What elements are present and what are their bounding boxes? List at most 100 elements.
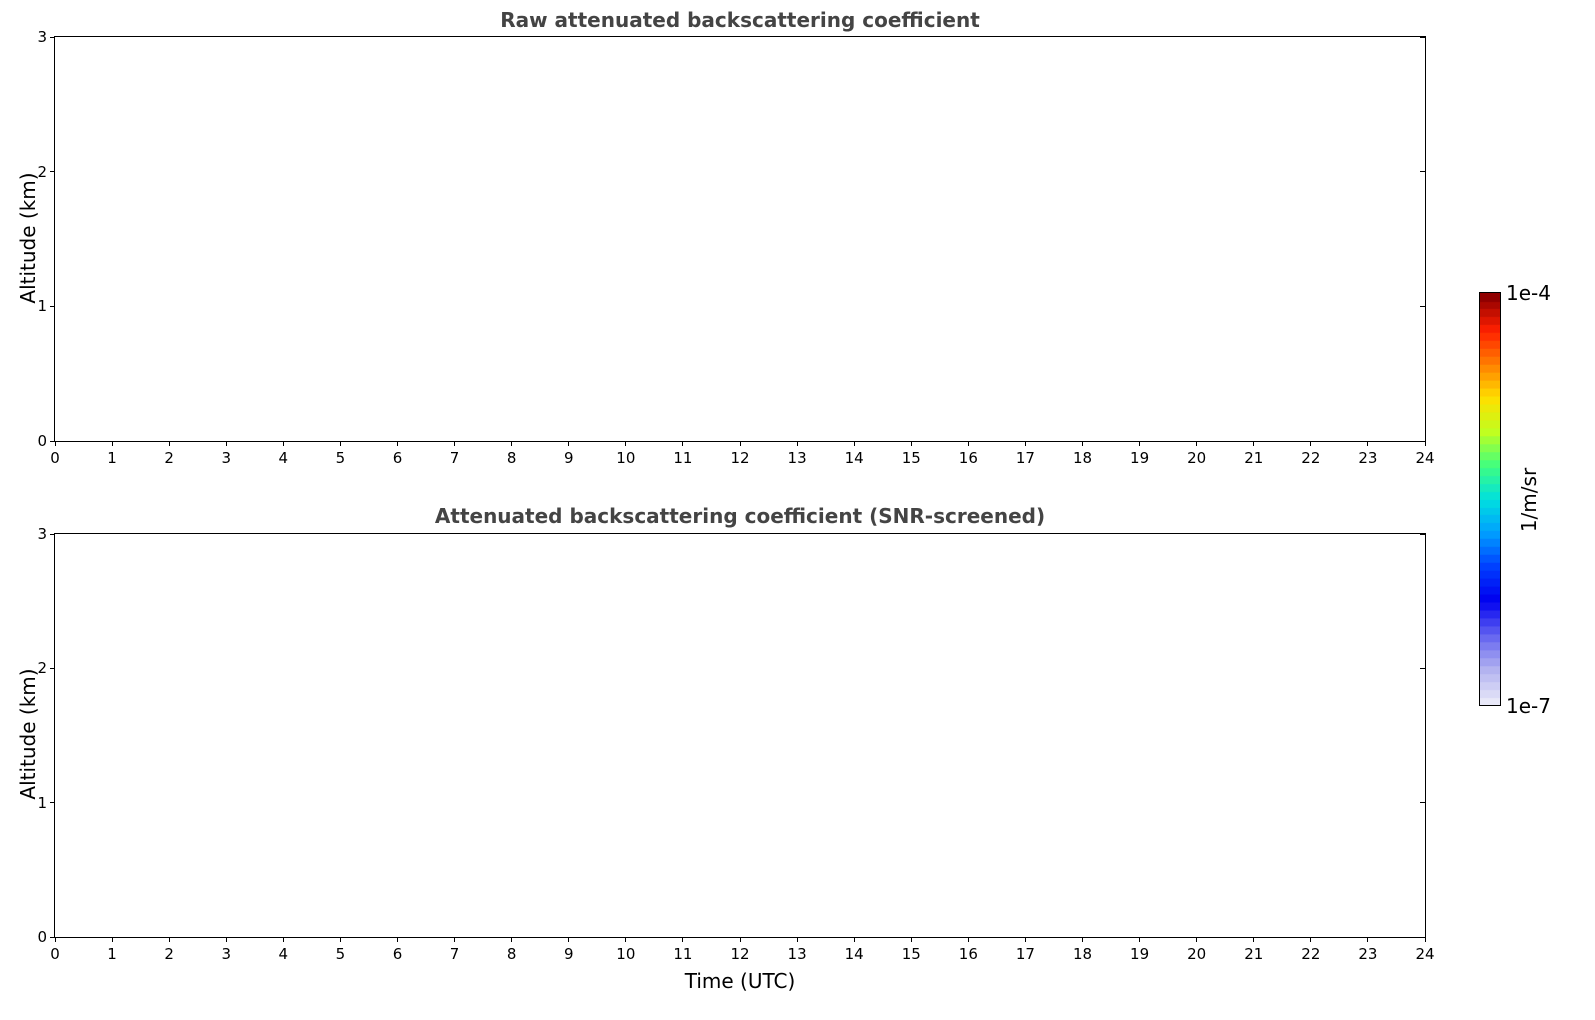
- x-tick-label: 20: [1187, 449, 1207, 467]
- x-tick-label: 1: [107, 449, 117, 467]
- x-tick-label: 21: [1244, 945, 1264, 963]
- x-tick-mark: [54, 441, 56, 446]
- x-tick-mark: [54, 937, 56, 942]
- colorbar-unit-label: 1/m/sr: [1517, 467, 1542, 533]
- x-tick-mark: [967, 441, 969, 446]
- x-tick-label: 7: [449, 945, 460, 963]
- x-tick-mark: [796, 441, 798, 446]
- x-tick-label: 24: [1415, 945, 1435, 963]
- y-tick-mark: [50, 533, 55, 535]
- y-tick-label: 2: [37, 659, 47, 678]
- x-tick-label: 22: [1301, 945, 1321, 963]
- y-tick-mark: [50, 305, 55, 307]
- x-tick-label: 22: [1301, 449, 1321, 467]
- x-tick-mark: [225, 441, 227, 446]
- x-tick-mark: [1310, 937, 1312, 942]
- x-tick-label: 8: [506, 449, 517, 467]
- x-tick-label: 6: [392, 945, 403, 963]
- x-tick-label: 3: [221, 945, 232, 963]
- x-tick-mark: [339, 441, 341, 446]
- x-tick-label: 17: [1015, 449, 1035, 467]
- x-tick-mark: [397, 441, 398, 446]
- bottom-y-axis-label: Altitude (km): [16, 668, 40, 800]
- x-tick-mark: [1139, 937, 1141, 942]
- x-tick-label: 18: [1072, 449, 1093, 467]
- x-tick-label: 0: [50, 449, 60, 467]
- x-tick-label: 23: [1358, 449, 1378, 467]
- x-tick-label: 13: [787, 449, 807, 467]
- x-tick-label: 5: [335, 945, 346, 963]
- y-tick-mark: [1420, 36, 1425, 38]
- x-tick-label: 4: [278, 449, 289, 467]
- x-tick-mark: [568, 937, 570, 942]
- x-tick-mark: [511, 937, 513, 942]
- x-tick-mark: [739, 441, 741, 446]
- y-tick-mark: [1420, 440, 1425, 442]
- y-tick-label: 0: [37, 432, 47, 450]
- x-tick-mark: [1253, 441, 1255, 446]
- top-plot-frame: [54, 36, 1426, 442]
- y-tick-mark: [1420, 533, 1425, 535]
- x-tick-label: 3: [221, 449, 232, 467]
- x-tick-mark: [1024, 937, 1026, 942]
- x-tick-label: 20: [1187, 945, 1207, 963]
- x-tick-mark: [1367, 937, 1369, 942]
- x-tick-mark: [1139, 441, 1141, 446]
- x-tick-mark: [1196, 937, 1198, 942]
- x-tick-mark: [796, 937, 798, 942]
- colorbar-max-label: 1e-4: [1506, 281, 1551, 305]
- y-tick-label: 3: [37, 525, 47, 543]
- y-tick-mark: [50, 36, 55, 38]
- bottom-plot-frame: [54, 533, 1426, 938]
- colorbar-gradient: [1479, 292, 1501, 706]
- x-tick-mark: [1082, 441, 1083, 446]
- y-tick-label: 3: [37, 28, 47, 46]
- x-tick-label: 15: [901, 449, 921, 467]
- colorbar-min-label: 1e-7: [1506, 694, 1551, 718]
- x-tick-mark: [682, 937, 684, 942]
- y-tick-mark: [1420, 667, 1425, 669]
- x-tick-mark: [625, 441, 627, 446]
- x-tick-mark: [397, 937, 398, 942]
- x-tick-label: 6: [392, 449, 403, 467]
- y-tick-mark: [50, 802, 55, 804]
- x-tick-mark: [282, 441, 284, 446]
- x-tick-mark: [853, 441, 855, 446]
- x-tick-label: 13: [787, 945, 807, 963]
- x-tick-mark: [1024, 441, 1026, 446]
- x-tick-mark: [454, 937, 456, 942]
- y-tick-mark: [50, 440, 55, 442]
- x-tick-label: 10: [616, 449, 636, 467]
- x-tick-label: 5: [335, 449, 346, 467]
- y-tick-mark: [1420, 305, 1425, 307]
- x-tick-label: 9: [563, 945, 574, 963]
- x-tick-mark: [625, 937, 627, 942]
- bottom-panel-title: Attenuated backscattering coefficient (S…: [434, 504, 1046, 528]
- x-tick-mark: [168, 937, 170, 942]
- top-y-axis-label: Altitude (km): [16, 172, 40, 304]
- x-tick-label: 19: [1130, 945, 1150, 963]
- x-tick-label: 16: [958, 945, 978, 963]
- x-tick-mark: [739, 937, 741, 942]
- y-tick-mark: [1420, 802, 1425, 804]
- x-tick-label: 21: [1244, 449, 1264, 467]
- y-tick-label: 0: [37, 928, 47, 946]
- y-tick-mark: [50, 667, 55, 669]
- x-tick-mark: [225, 937, 227, 942]
- x-tick-label: 11: [673, 945, 693, 963]
- x-tick-mark: [967, 937, 969, 942]
- x-tick-label: 0: [50, 945, 60, 963]
- x-tick-mark: [339, 937, 341, 942]
- x-tick-mark: [454, 441, 456, 446]
- x-tick-label: 9: [563, 449, 574, 467]
- x-tick-mark: [1424, 441, 1426, 446]
- x-tick-label: 12: [730, 449, 750, 467]
- x-tick-mark: [511, 441, 513, 446]
- x-tick-label: 11: [673, 449, 693, 467]
- x-tick-label: 23: [1358, 945, 1378, 963]
- x-tick-mark: [1196, 441, 1198, 446]
- top-panel-title: Raw attenuated backscattering coefficien…: [500, 8, 980, 32]
- x-tick-mark: [682, 441, 684, 446]
- x-tick-mark: [168, 441, 170, 446]
- y-tick-mark: [50, 171, 55, 173]
